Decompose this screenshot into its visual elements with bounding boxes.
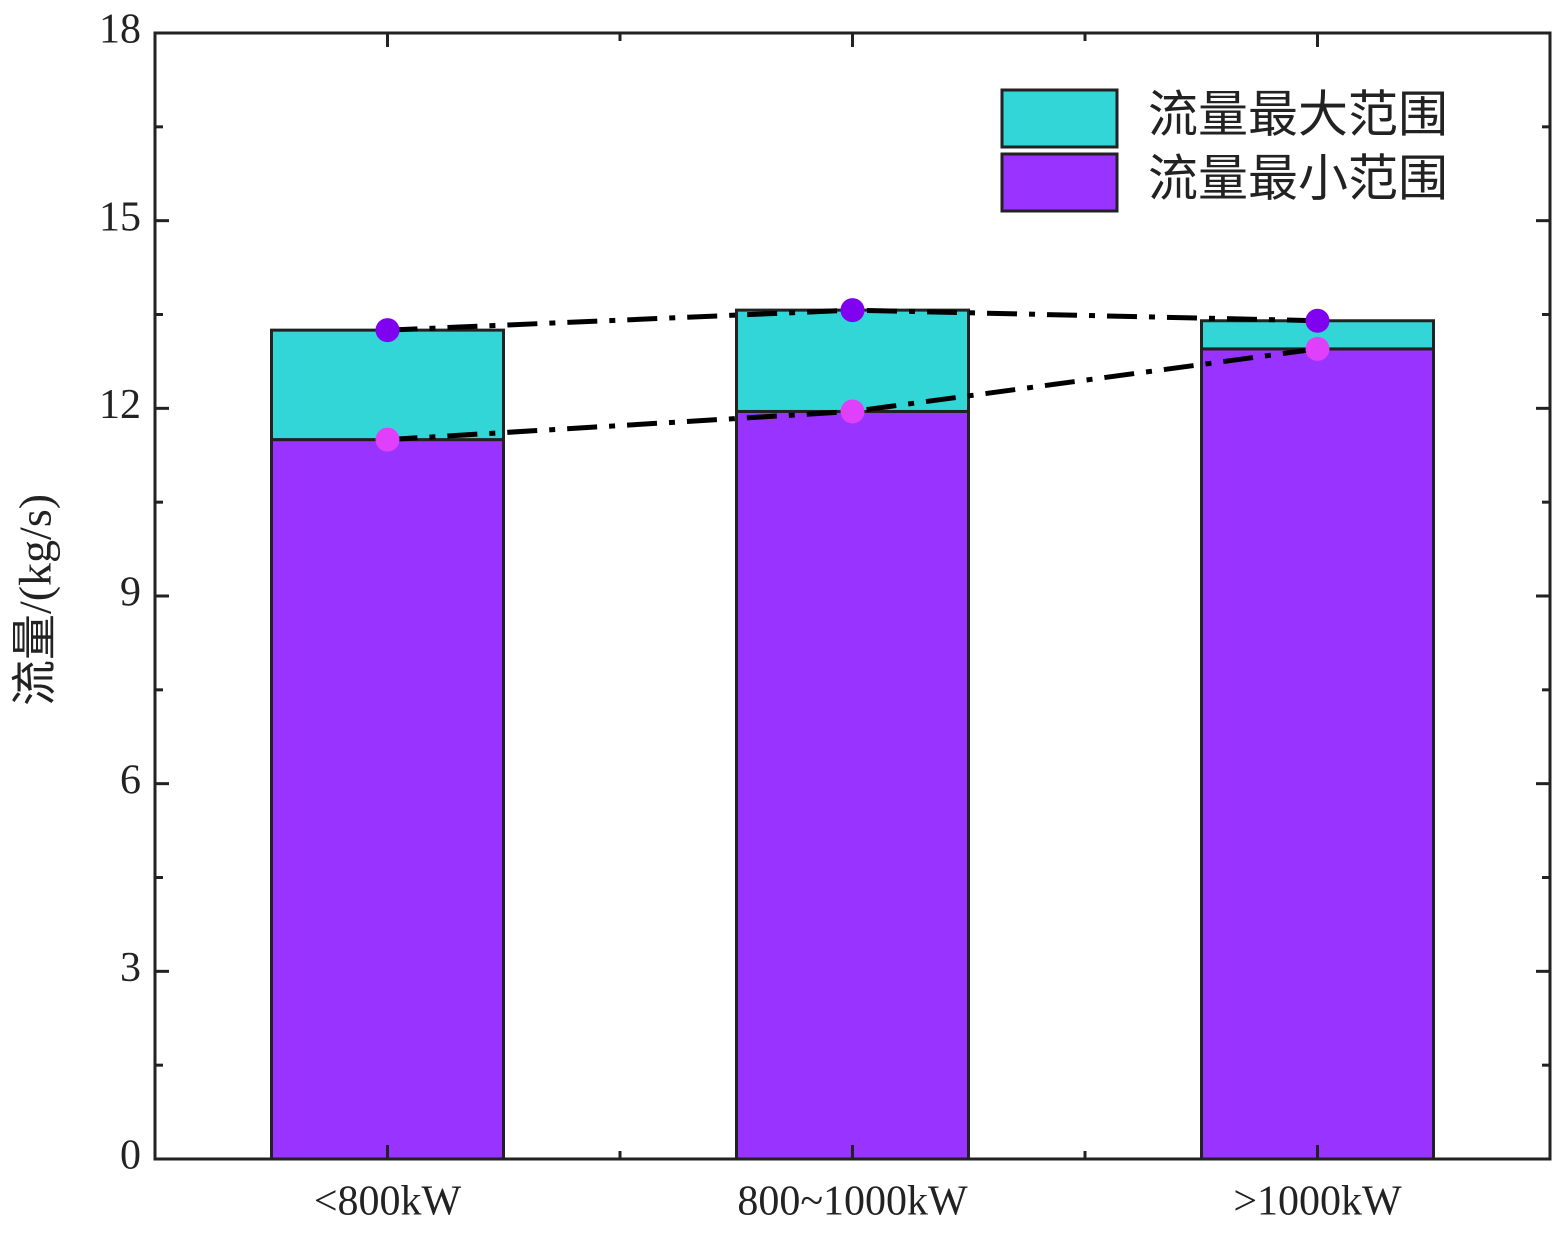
y-tick-label: 6 [120, 757, 141, 803]
y-tick-label: 0 [120, 1133, 141, 1179]
x-tick-label: >1000kW [1233, 1179, 1402, 1225]
y-tick-label: 3 [120, 945, 141, 991]
legend-label: 流量最小范围 [1148, 150, 1448, 206]
bar-segment [270, 328, 505, 442]
legend-swatch [1000, 152, 1119, 213]
bar-segment [1200, 347, 1435, 1161]
legend-swatch [1000, 88, 1119, 149]
marker [375, 427, 400, 452]
y-tick-label: 9 [120, 570, 141, 616]
y-tick-label: 12 [99, 382, 141, 428]
marker [840, 399, 865, 424]
y-axis-label: 流量/(kg/s) [10, 494, 61, 706]
marker [375, 318, 400, 343]
marker [1305, 308, 1330, 333]
x-tick-label: 800~1000kW [737, 1179, 968, 1225]
marker [840, 298, 865, 323]
bar-segment [735, 308, 970, 413]
bar-segment [270, 438, 505, 1161]
legend-label: 流量最大范围 [1148, 86, 1448, 142]
x-tick-label: <800kW [314, 1179, 462, 1225]
marker [1305, 336, 1330, 361]
y-tick-label: 15 [99, 194, 141, 240]
bar-segment [735, 409, 970, 1161]
plot-frame [153, 31, 1552, 1161]
y-tick-label: 18 [99, 7, 141, 53]
